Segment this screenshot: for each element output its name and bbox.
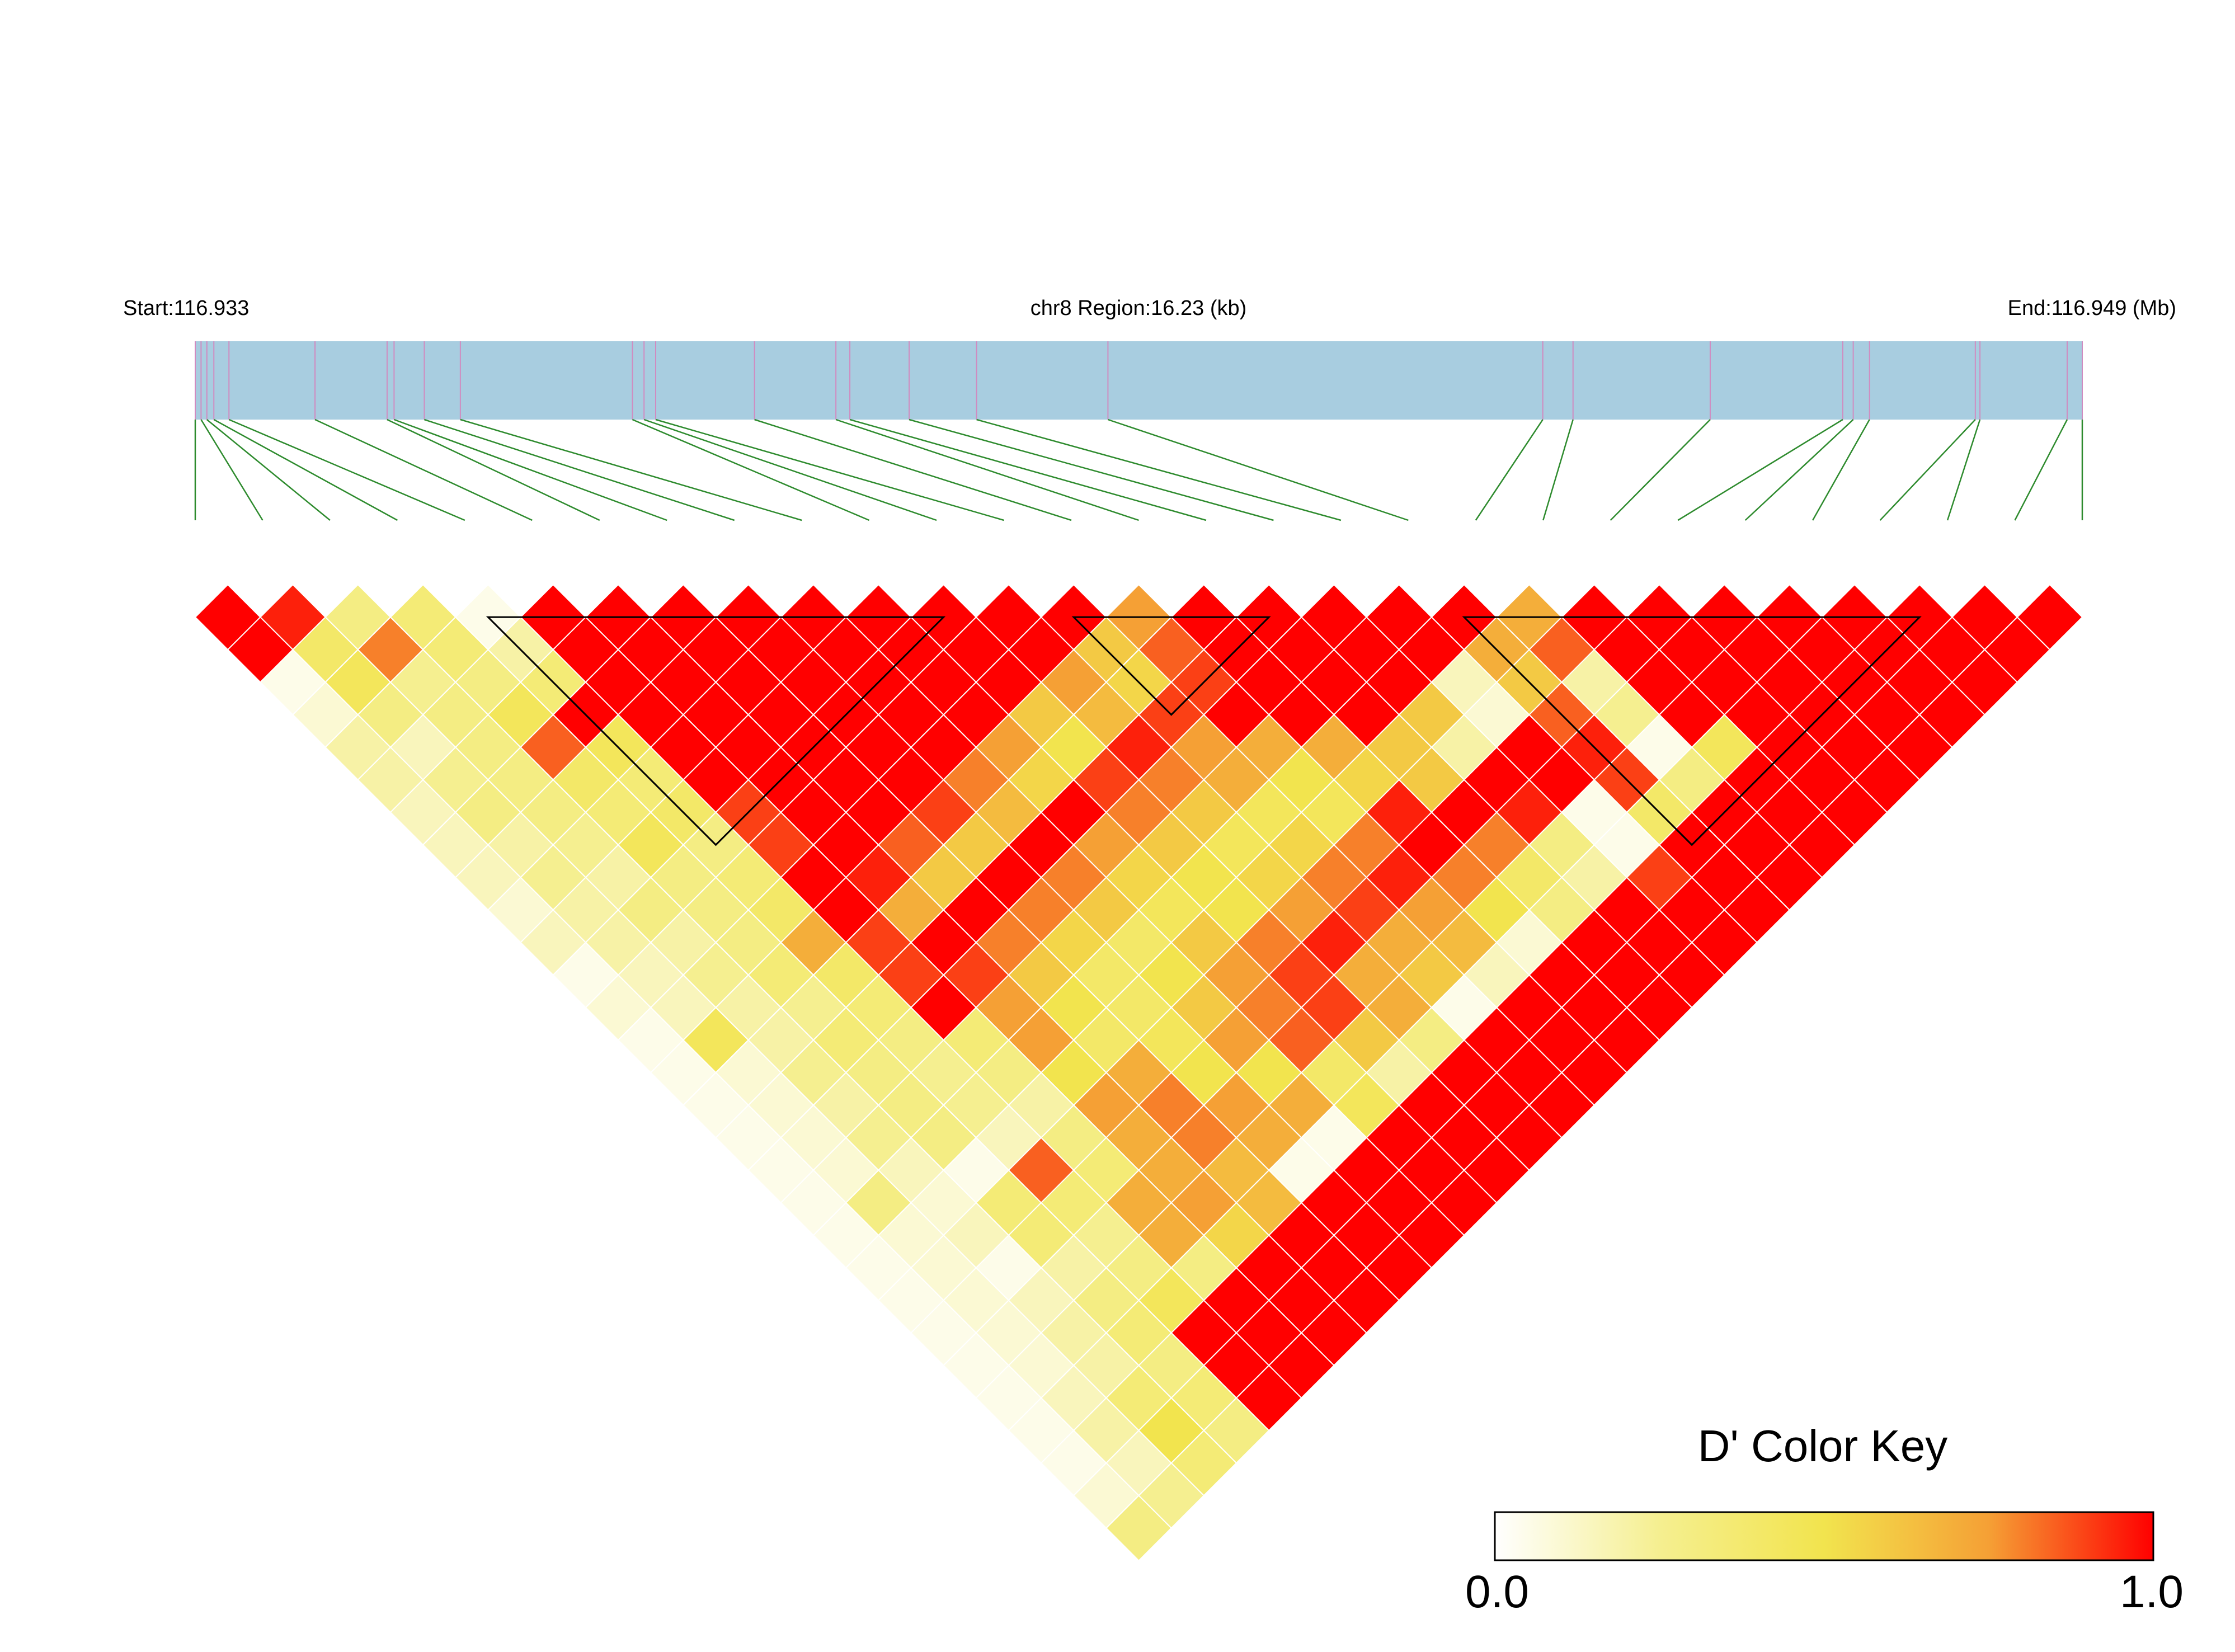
snp-connector-11	[632, 418, 870, 521]
snp-connector-14	[754, 418, 1072, 521]
snp-connector-10	[460, 418, 802, 521]
region-track	[195, 341, 2082, 420]
snp-connector-16	[849, 418, 1207, 521]
snp-connector-4	[213, 418, 398, 521]
snp-tick-group	[195, 341, 2083, 420]
snp-connector-24	[1744, 419, 1854, 521]
snp-connector-15	[835, 418, 1139, 521]
snp-connector-21	[1542, 419, 1574, 521]
snp-connector-9	[424, 418, 735, 521]
snp-connector-28	[2014, 419, 2068, 521]
snp-connector-17	[909, 418, 1274, 521]
snp-connector-25	[1812, 419, 1870, 521]
region-title-label: chr8 Region:16.23 (kb)	[1031, 296, 1247, 320]
snp-connector-22	[1610, 419, 1711, 521]
snp-connector-27	[1946, 419, 1981, 521]
color-key: D' Color Key 0.0 1.0	[1465, 1421, 2184, 1617]
region-start-label: Start:116.933	[123, 296, 249, 320]
snp-connector-2	[200, 419, 264, 521]
ld-cell-1-30	[1105, 1494, 1173, 1562]
snp-connector-26	[1879, 419, 1976, 521]
color-key-title: D' Color Key	[1698, 1421, 1948, 1471]
snp-connector-20	[1475, 419, 1544, 521]
snp-connector-8	[393, 418, 667, 521]
color-key-gradient-bar	[1494, 1511, 2154, 1561]
snp-connector-3	[206, 419, 331, 521]
snp-connector-6	[314, 418, 533, 521]
haplotype-block-1	[486, 616, 946, 846]
haplotype-block-3	[1462, 616, 1922, 846]
snp-connector-5	[228, 418, 465, 521]
haplotype-block-2	[1071, 616, 1271, 716]
snp-connector-group	[194, 418, 2083, 521]
snp-connector-23	[1677, 418, 1843, 521]
region-end-label: End:116.949 (Mb)	[2008, 296, 2176, 320]
ld-cell-group	[194, 583, 2083, 1562]
snp-connector-18	[976, 418, 1342, 521]
color-key-min-label: 0.0	[1465, 1566, 1529, 1617]
snp-connector-7	[387, 418, 600, 521]
haplotype-block-group	[486, 616, 1922, 846]
color-key-max-label: 1.0	[2120, 1566, 2184, 1617]
snp-connector-12	[643, 418, 937, 521]
snp-connector-13	[655, 418, 1004, 521]
snp-connector-19	[1108, 418, 1409, 521]
